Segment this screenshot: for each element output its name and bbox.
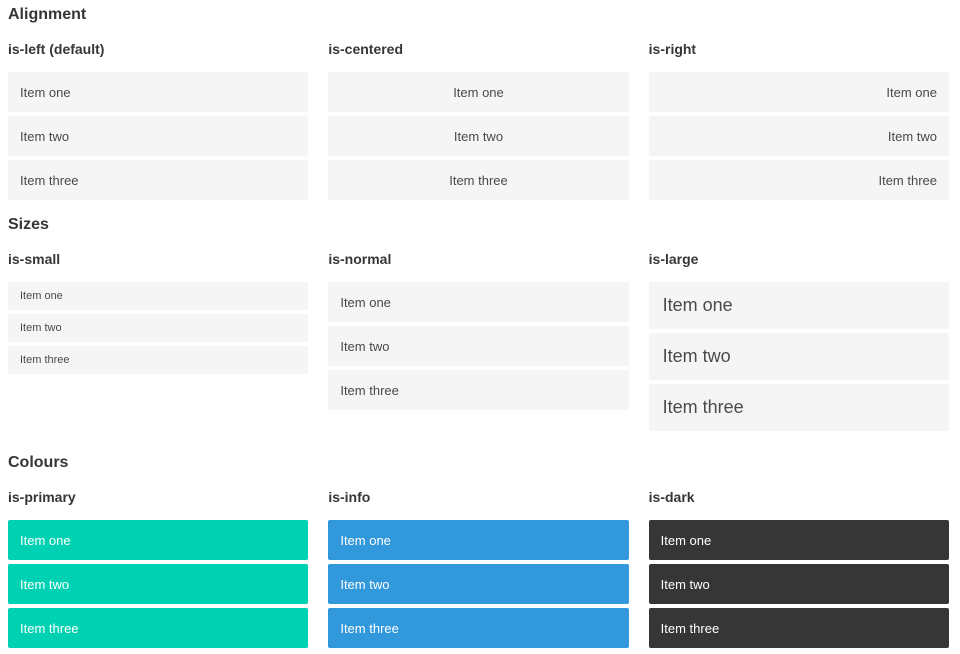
list-item: Item three — [328, 370, 629, 410]
column-is-primary: is-primary Item one Item two Item three — [8, 489, 309, 652]
list-item: Item one — [8, 282, 309, 310]
list-item: Item three — [648, 608, 949, 648]
list-item: Item three — [328, 608, 629, 648]
block-list-info: Item one Item two Item three — [328, 520, 629, 648]
block-list-large: Item one Item two Item three — [648, 282, 949, 431]
column-heading-is-left: is-left (default) — [8, 41, 105, 57]
list-item: Item three — [8, 346, 309, 374]
column-heading-is-centered: is-centered — [328, 41, 404, 57]
column-heading-is-primary: is-primary — [8, 489, 76, 505]
colours-grid: is-primary Item one Item two Item three … — [8, 489, 949, 652]
list-item: Item two — [328, 326, 629, 366]
list-item: Item three — [328, 160, 629, 200]
column-heading-is-right: is-right — [648, 41, 697, 57]
section-alignment: Alignment is-left (default) Item one Ite… — [8, 5, 949, 204]
column-is-large: is-large Item one Item two Item three — [648, 251, 949, 435]
section-title-alignment: Alignment — [8, 6, 87, 23]
column-is-right: is-right Item one Item two Item three — [648, 41, 949, 204]
section-title-colours: Colours — [8, 454, 69, 471]
column-heading-is-normal: is-normal — [328, 251, 392, 267]
list-item: Item one — [328, 282, 629, 322]
list-item: Item one — [8, 72, 309, 112]
column-is-small: is-small Item one Item two Item three — [8, 251, 309, 378]
block-list-dark: Item one Item two Item three — [648, 520, 949, 648]
list-item: Item three — [8, 608, 309, 648]
column-is-centered: is-centered Item one Item two Item three — [328, 41, 629, 204]
list-item: Item two — [648, 116, 949, 156]
block-list-centered: Item one Item two Item three — [328, 72, 629, 200]
list-item: Item one — [328, 72, 629, 112]
list-item: Item three — [8, 160, 309, 200]
column-heading-is-small: is-small — [8, 251, 61, 267]
column-heading-is-large: is-large — [648, 251, 699, 267]
list-item: Item two — [328, 116, 629, 156]
alignment-grid: is-left (default) Item one Item two Item… — [8, 41, 949, 204]
column-is-normal: is-normal Item one Item two Item three — [328, 251, 629, 414]
list-item: Item one — [328, 520, 629, 560]
block-list-right: Item one Item two Item three — [648, 72, 949, 200]
column-heading-is-dark: is-dark — [648, 489, 695, 505]
column-is-info: is-info Item one Item two Item three — [328, 489, 629, 652]
section-sizes: Sizes is-small Item one Item two Item th… — [8, 215, 949, 435]
list-item: Item two — [8, 314, 309, 342]
block-list-primary: Item one Item two Item three — [8, 520, 309, 648]
list-item: Item three — [648, 384, 949, 431]
list-item: Item three — [648, 160, 949, 200]
list-item: Item two — [8, 564, 309, 604]
list-item: Item one — [648, 282, 949, 329]
block-list-left: Item one Item two Item three — [8, 72, 309, 200]
block-list-normal: Item one Item two Item three — [328, 282, 629, 410]
sizes-grid: is-small Item one Item two Item three is… — [8, 251, 949, 435]
section-colours: Colours is-primary Item one Item two Ite… — [8, 453, 949, 652]
column-heading-is-info: is-info — [328, 489, 371, 505]
list-item: Item two — [648, 564, 949, 604]
list-item: Item two — [328, 564, 629, 604]
list-item: Item two — [8, 116, 309, 156]
list-item: Item one — [8, 520, 309, 560]
block-list-small: Item one Item two Item three — [8, 282, 309, 374]
column-is-left: is-left (default) Item one Item two Item… — [8, 41, 309, 204]
column-is-dark: is-dark Item one Item two Item three — [648, 489, 949, 652]
list-item: Item one — [648, 520, 949, 560]
list-item: Item two — [648, 333, 949, 380]
section-title-sizes: Sizes — [8, 216, 49, 233]
list-item: Item one — [648, 72, 949, 112]
